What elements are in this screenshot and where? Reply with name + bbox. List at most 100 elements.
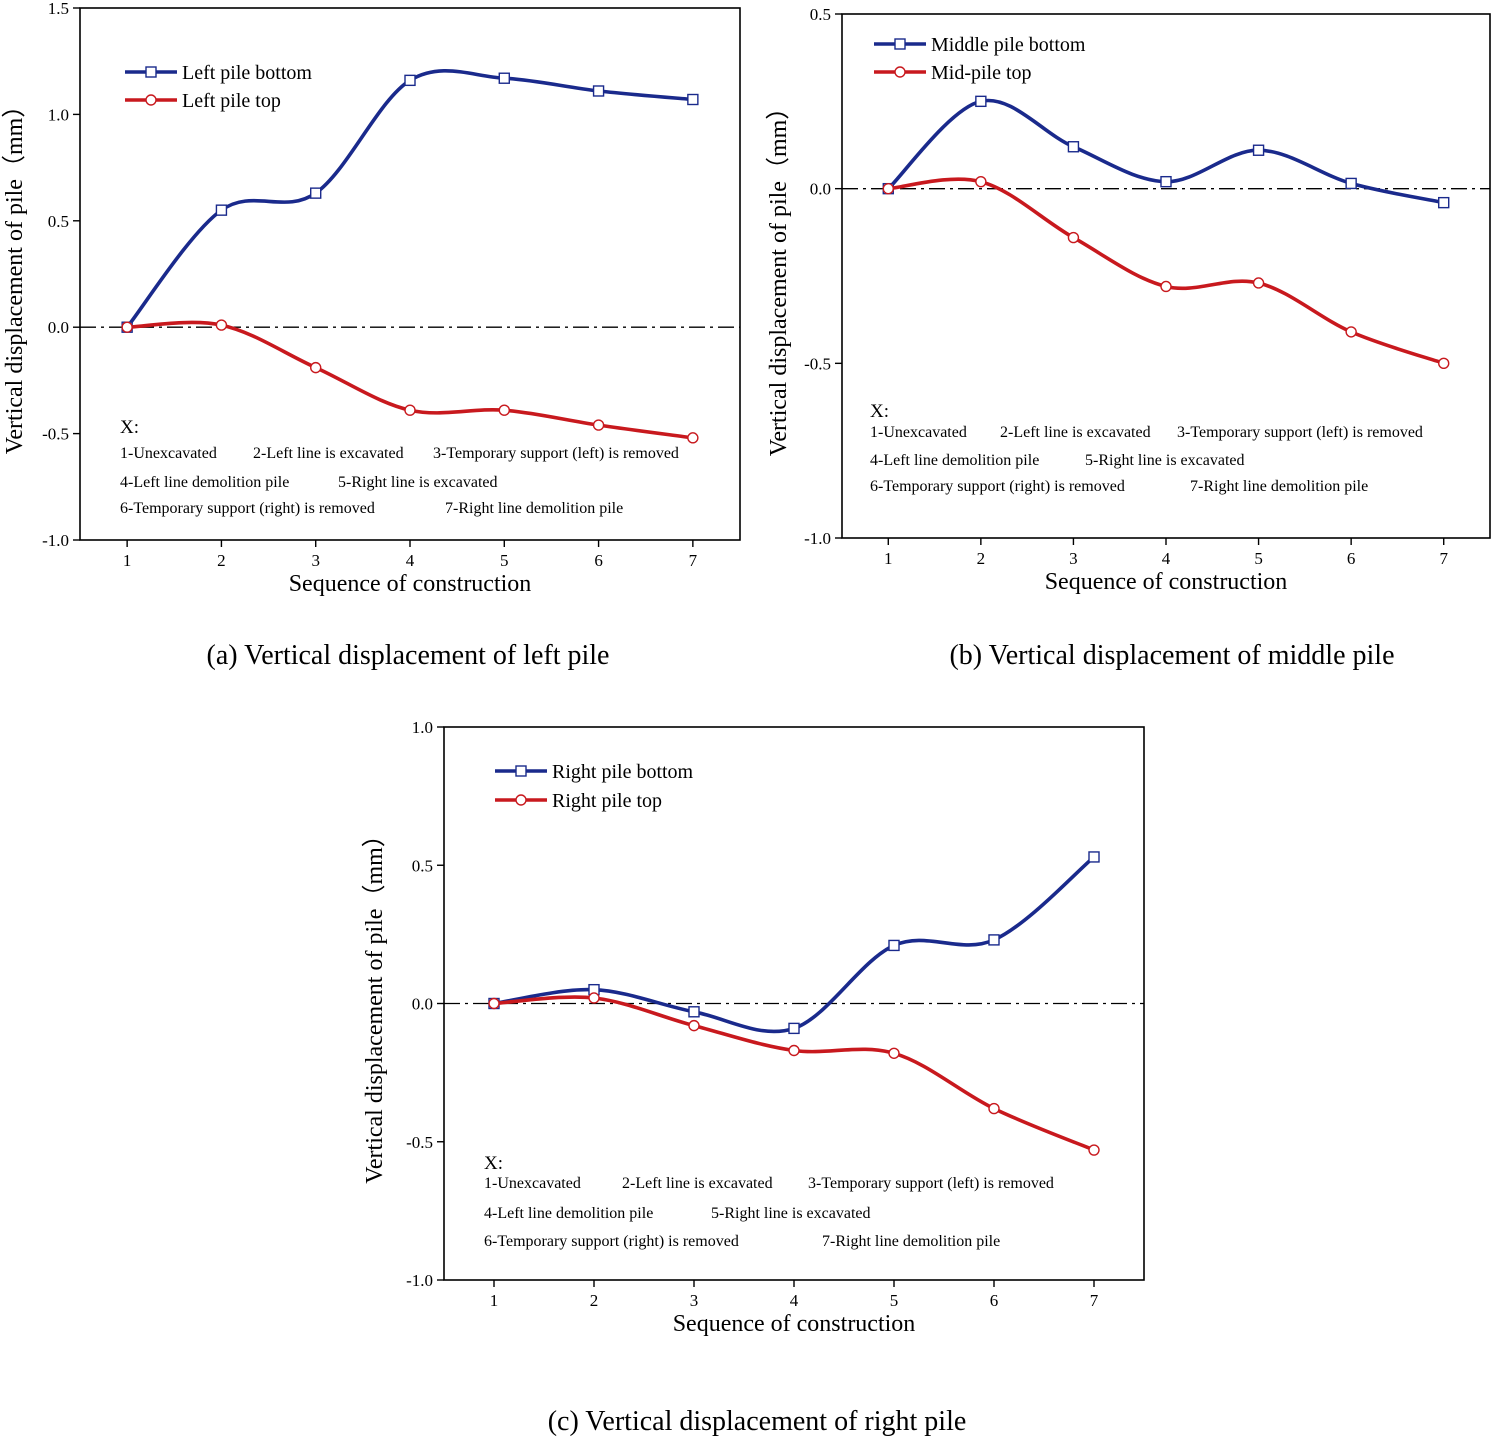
figure-caption: (b) Vertical displacement of middle pile (949, 640, 1394, 671)
x-tick-label: 2 (217, 551, 226, 570)
x-axis-title: Sequence of construction (673, 1311, 916, 1337)
y-axis-title: Vertical displacement of pile（mm） (2, 94, 28, 455)
legend-marker-square (515, 765, 527, 777)
note-item: 4-Left line demolition pile (484, 1205, 653, 1222)
note-item: 7-Right line demolition pile (1190, 478, 1368, 495)
chart-c: -1.0 -0.5 0.0 0.5 1.0 1 2 3 4 5 6 7 Sequence of cons… (362, 718, 1145, 1437)
note-item: 1-Unexcavated (870, 424, 967, 441)
note-item: 3-Temporary support (left) is removed (433, 445, 679, 462)
figure-caption: (a) Vertical displacement of left pile (207, 640, 610, 671)
y-tick-label: -0.5 (42, 425, 69, 444)
data-point-circle (310, 361, 322, 374)
note-item: 4-Left line demolition pile (120, 474, 289, 491)
legend-marker-square (894, 38, 906, 50)
construction-notes: X: 1-Unexcavated 2-Left line is excavated 3… (870, 401, 1423, 495)
data-point-square (788, 1022, 800, 1035)
y-tick-label: 0.5 (48, 212, 69, 231)
note-item: 7-Right line demolition pile (445, 500, 623, 517)
x-tick-label: 5 (1254, 549, 1263, 568)
data-point-circle (1252, 277, 1265, 289)
x-axis-title: Sequence of construction (289, 571, 532, 597)
data-point-square (687, 93, 699, 106)
data-point-circle (1438, 357, 1450, 370)
y-tick-label: 0.5 (810, 5, 831, 24)
note-item: 5-Right line is excavated (338, 474, 498, 491)
note-item: 6-Temporary support (right) is removed (120, 500, 375, 517)
data-point-circle (988, 1102, 1000, 1115)
chart-b: -1.0 -0.5 0.0 0.5 1 2 3 4 5 6 7 Sequence of constru… (766, 5, 1491, 671)
data-point-circle (687, 432, 699, 444)
legend-marker-circle (145, 94, 157, 106)
data-point-square (498, 72, 510, 84)
legend: Left pile bottom Left pile top (125, 62, 312, 112)
y-axis-title: Vertical displacement of pile（mm） (766, 96, 792, 457)
note-item: 4-Left line demolition pile (870, 452, 1039, 469)
construction-notes: X:1-Unexcavated 2-Left line is excavated 3… (484, 1153, 1054, 1250)
data-point-circle (121, 321, 133, 333)
y-tick-label: -1.0 (406, 1271, 433, 1290)
x-tick-label: 2 (977, 549, 986, 568)
x-axis-title: Sequence of construction (1045, 569, 1288, 595)
x-tick-label: 3 (690, 1291, 699, 1310)
y-tick-label: -1.0 (804, 529, 831, 548)
data-point-square (404, 74, 416, 87)
x-tick-label: 5 (890, 1291, 899, 1310)
note-item: 3-Temporary support (left) is removed (808, 1175, 1054, 1192)
legend-label: Right pile top (552, 790, 662, 812)
x-tick-label: 4 (406, 551, 415, 570)
data-point-circle (592, 419, 605, 431)
notes-title: X: (484, 1153, 503, 1174)
data-point-circle (975, 175, 987, 188)
data-point-square (310, 187, 322, 199)
data-point-square (592, 85, 605, 97)
y-tick-label: 0.5 (412, 856, 433, 875)
x-tick-label: 4 (1162, 549, 1171, 568)
legend-label: Left pile top (182, 90, 281, 112)
notes-title: X: (870, 401, 889, 422)
note-item: 6-Temporary support (right) is removed (870, 478, 1125, 495)
x-tick-label: 2 (590, 1291, 599, 1310)
legend-label: Middle pile bottom (931, 34, 1086, 56)
note-item: 7-Right line demolition pile (822, 1233, 1000, 1250)
data-point-square (215, 204, 228, 216)
x-tick-label: 7 (689, 551, 698, 570)
y-axis-title: Vertical displacement of pile（mm） (362, 823, 388, 1184)
chart-a: -1.0 -0.5 0.0 0.5 1.0 1.5 1 2 3 4 5 6 7 Sequence of c… (2, 0, 741, 671)
note-item: 6-Temporary support (right) is removed (484, 1233, 739, 1250)
data-point-square (1438, 196, 1450, 209)
note-item: 5-Right line is excavated (1085, 452, 1245, 469)
legend-label: Right pile bottom (552, 761, 694, 783)
data-point-square (1252, 144, 1265, 156)
series-line-top (492, 995, 1096, 1152)
data-point-circle (882, 182, 894, 195)
note-item: 2-Left line is excavated (253, 445, 404, 462)
x-tick-label: 1 (490, 1291, 499, 1310)
note-item: 2-Left line is excavated (1000, 424, 1151, 441)
data-point-circle (788, 1044, 800, 1057)
legend: Middle pile bottom Mid-pile top (874, 34, 1086, 84)
y-tick-label: 0.0 (48, 318, 69, 337)
note-item: 3-Temporary support (left) is removed (1177, 424, 1423, 441)
y-tick-label: -1.0 (42, 531, 69, 550)
x-tick-label: 6 (1347, 549, 1356, 568)
data-point-square (975, 95, 987, 108)
data-point-square (1345, 177, 1357, 190)
notes-title: X: (120, 417, 139, 438)
data-point-circle (888, 1047, 900, 1059)
data-point-circle (588, 992, 600, 1004)
data-point-circle (498, 404, 510, 416)
y-tick-label: 1.0 (48, 105, 69, 124)
legend: Right pile bottom Right pile top (495, 761, 694, 812)
y-tick-label: 1.5 (48, 0, 69, 18)
data-point-circle (215, 319, 228, 331)
x-tick-label: 4 (790, 1291, 799, 1310)
note-item: 1-Unexcavated (484, 1175, 581, 1192)
legend-marker-circle (894, 66, 906, 78)
series-line-top (886, 177, 1446, 366)
y-tick-label: -0.5 (406, 1133, 433, 1152)
legend-label: Mid-pile top (931, 62, 1032, 84)
x-tick-label: 3 (311, 551, 320, 570)
note-item: 2-Left line is excavated (622, 1175, 773, 1192)
data-point-square (1160, 175, 1172, 188)
